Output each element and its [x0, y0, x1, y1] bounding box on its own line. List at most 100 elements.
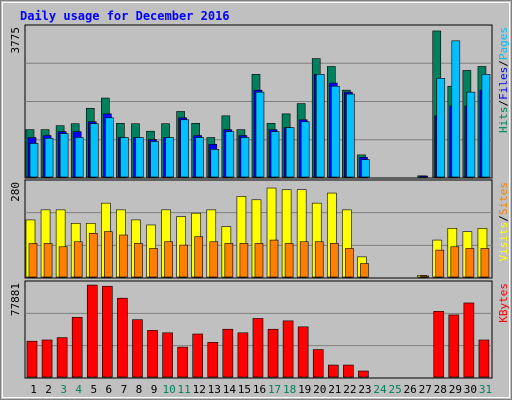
x-tick-label: 22 — [343, 383, 356, 396]
x-tick-label: 8 — [136, 383, 143, 396]
sites-bar — [480, 248, 490, 278]
sites-bar — [149, 248, 158, 278]
legend-separator: / — [497, 215, 510, 222]
sites-bar — [164, 241, 173, 278]
pages-bar — [44, 138, 54, 178]
x-tick-label: 26 — [404, 383, 417, 396]
pages-bar — [210, 149, 220, 178]
kbytes-bar — [71, 316, 83, 378]
kbytes-bar — [448, 314, 460, 378]
x-tick-label: 3 — [60, 383, 67, 396]
kbytes-bar — [327, 364, 339, 378]
kbytes-bar — [478, 339, 490, 378]
legend-visits: Visits — [497, 222, 510, 262]
pages-bar — [165, 137, 174, 178]
x-tick-label: 23 — [358, 383, 371, 396]
kbytes-bar — [117, 297, 128, 378]
x-tick-label: 12 — [193, 383, 206, 396]
pages-bar — [285, 127, 295, 178]
x-tick-label: 11 — [178, 383, 191, 396]
pages-bar — [120, 137, 129, 178]
kbytes-bar — [207, 342, 219, 378]
x-tick-label: 20 — [313, 383, 326, 396]
pages-bar — [315, 74, 325, 178]
x-tick-label: 24 — [373, 383, 387, 396]
pages-bar — [270, 131, 280, 178]
x-tick-label: 17 — [268, 383, 281, 396]
x-tick-label: 9 — [151, 383, 158, 396]
x-tick-label: 7 — [121, 383, 128, 396]
series-legend: Visits/Sites — [497, 182, 510, 262]
files-bar — [419, 175, 428, 178]
x-tick-label: 28 — [434, 383, 447, 396]
sites-bar — [345, 248, 354, 278]
pages-bar — [240, 137, 250, 178]
x-tick-label: 27 — [419, 383, 432, 396]
pages-bar — [105, 117, 114, 178]
kbytes-bar — [297, 326, 309, 378]
legend-sites: Sites — [497, 182, 510, 215]
kbytes-bar — [102, 285, 113, 378]
sites-bar — [73, 241, 83, 278]
sites-bar — [43, 243, 53, 278]
x-tick-label: 25 — [388, 383, 401, 396]
kbytes-bar — [162, 332, 173, 378]
kbytes-bar — [358, 370, 369, 378]
sites-bar — [314, 241, 324, 278]
x-tick-label: 1 — [30, 383, 37, 396]
pages-bar — [481, 74, 491, 178]
pages-bar — [180, 119, 189, 178]
kbytes-bar — [222, 328, 234, 378]
pages-bar — [300, 121, 310, 178]
kbytes-bar — [132, 319, 143, 378]
kbytes-bar — [41, 339, 53, 378]
kbytes-bar — [26, 340, 38, 378]
kbytes-bar — [312, 349, 324, 378]
legend-kbytes: KBytes — [497, 283, 510, 323]
sites-bar — [254, 243, 264, 278]
series-legend: KBytes — [497, 283, 510, 323]
sites-bar — [224, 243, 234, 278]
sites-bar — [209, 241, 219, 278]
sites-bar — [269, 239, 279, 278]
sites-bar — [420, 275, 429, 278]
kbytes-bar — [343, 364, 354, 378]
pages-bar — [89, 123, 99, 178]
sites-bar — [284, 243, 294, 278]
kbytes-bar — [267, 328, 279, 378]
pages-bar — [225, 131, 235, 178]
pages-bar — [361, 159, 370, 178]
x-tick-label: 5 — [90, 383, 97, 396]
sites-bar — [465, 248, 475, 278]
pages-bar — [195, 137, 205, 178]
x-tick-label: 16 — [253, 383, 266, 396]
x-tick-label: 15 — [238, 383, 251, 396]
sites-bar — [28, 243, 38, 278]
sites-bar — [104, 231, 113, 278]
y-max-label: 280 — [9, 182, 22, 202]
sites-bar — [134, 243, 143, 278]
legend-files: Files — [497, 67, 510, 100]
pages-bar — [135, 137, 144, 178]
x-tick-label: 18 — [283, 383, 296, 396]
x-tick-label: 4 — [75, 383, 82, 396]
sites-bar — [88, 233, 98, 278]
pages-bar — [74, 137, 84, 178]
kbytes-bar — [147, 330, 158, 378]
pages-bar — [29, 143, 39, 178]
sites-bar — [119, 234, 128, 278]
kbytes-bar — [192, 333, 204, 378]
kbytes-bar — [86, 284, 98, 378]
pages-bar — [466, 91, 476, 178]
panel-1: 280 Visits/Sites — [9, 179, 510, 279]
x-tick-label: 13 — [208, 383, 221, 396]
y-max-label: 3775 — [9, 27, 22, 54]
sites-bar — [194, 236, 204, 278]
legend-hits: Hits — [497, 107, 510, 134]
x-tick-label: 6 — [106, 383, 113, 396]
sites-bar — [239, 243, 249, 278]
